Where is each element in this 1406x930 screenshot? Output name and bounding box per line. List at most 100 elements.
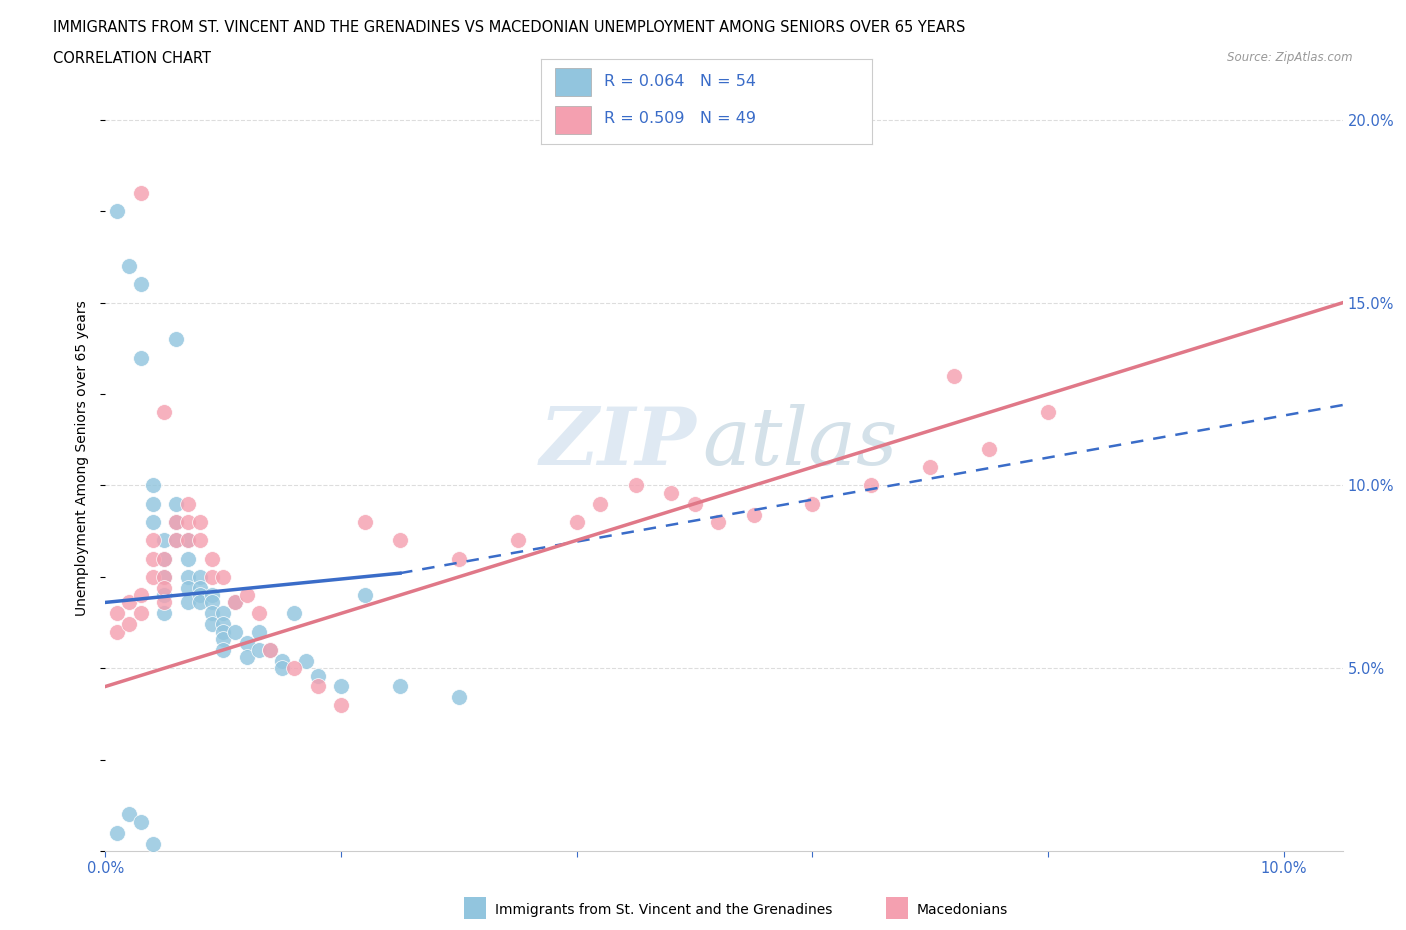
Point — [683, 497, 706, 512]
Point — [271, 660, 294, 675]
Point — [224, 595, 246, 610]
Point — [188, 514, 211, 529]
Point — [165, 533, 187, 548]
Point — [200, 606, 222, 621]
Point — [105, 624, 128, 639]
Point — [142, 514, 165, 529]
Point — [353, 588, 375, 603]
Point — [165, 497, 187, 512]
Point — [200, 617, 222, 631]
Point — [259, 643, 281, 658]
Point — [129, 186, 152, 201]
Point — [224, 595, 246, 610]
Point — [142, 569, 165, 584]
Text: Source: ZipAtlas.com: Source: ZipAtlas.com — [1227, 51, 1353, 64]
Text: R = 0.064   N = 54: R = 0.064 N = 54 — [605, 74, 756, 89]
Point — [330, 698, 353, 712]
Text: CORRELATION CHART: CORRELATION CHART — [53, 51, 211, 66]
Point — [153, 595, 176, 610]
Point — [236, 588, 259, 603]
Point — [142, 836, 165, 851]
Point — [129, 588, 152, 603]
Point — [153, 569, 176, 584]
Point — [247, 624, 270, 639]
Point — [307, 679, 329, 694]
Text: Macedonians: Macedonians — [917, 902, 1008, 917]
Point — [659, 485, 682, 500]
Point — [153, 405, 176, 419]
Point — [188, 580, 211, 595]
Point — [165, 332, 187, 347]
Point — [271, 654, 294, 669]
Point — [142, 533, 165, 548]
Point — [212, 617, 235, 631]
Point — [165, 533, 187, 548]
Point — [589, 497, 612, 512]
Point — [177, 533, 200, 548]
Point — [1036, 405, 1059, 419]
Point — [142, 478, 165, 493]
Point — [330, 679, 353, 694]
Point — [105, 825, 128, 840]
Point — [153, 551, 176, 566]
Point — [177, 551, 200, 566]
Point — [129, 606, 152, 621]
Point — [283, 606, 305, 621]
Point — [188, 588, 211, 603]
Bar — [554, 68, 591, 96]
Point — [118, 807, 141, 822]
Point — [742, 507, 765, 522]
Point — [236, 635, 259, 650]
Text: IMMIGRANTS FROM ST. VINCENT AND THE GRENADINES VS MACEDONIAN UNEMPLOYMENT AMONG : IMMIGRANTS FROM ST. VINCENT AND THE GREN… — [53, 20, 966, 35]
Point — [259, 643, 281, 658]
Point — [177, 533, 200, 548]
Point — [212, 643, 235, 658]
Point — [118, 617, 141, 631]
Point — [389, 679, 412, 694]
Point — [142, 551, 165, 566]
Text: R = 0.509   N = 49: R = 0.509 N = 49 — [605, 111, 756, 126]
Point — [153, 588, 176, 603]
Point — [707, 514, 730, 529]
Point — [177, 497, 200, 512]
Bar — [554, 106, 591, 134]
Point — [165, 514, 187, 529]
Point — [307, 668, 329, 683]
Point — [129, 350, 152, 365]
Point — [353, 514, 375, 529]
Point — [129, 815, 152, 830]
Point — [447, 551, 470, 566]
Point — [118, 595, 141, 610]
Point — [165, 514, 187, 529]
Point — [283, 660, 305, 675]
Point — [236, 650, 259, 665]
Point — [153, 569, 176, 584]
Point — [212, 624, 235, 639]
Point — [153, 606, 176, 621]
Point — [105, 204, 128, 219]
Point — [177, 595, 200, 610]
Point — [153, 533, 176, 548]
Point — [447, 690, 470, 705]
Point — [153, 551, 176, 566]
Point — [979, 442, 1001, 457]
Point — [188, 569, 211, 584]
Point — [105, 606, 128, 621]
Text: Immigrants from St. Vincent and the Grenadines: Immigrants from St. Vincent and the Gren… — [495, 902, 832, 917]
Point — [506, 533, 529, 548]
Point — [212, 631, 235, 646]
Point — [247, 643, 270, 658]
Point — [920, 459, 942, 474]
Point — [294, 654, 316, 669]
Text: ZIP: ZIP — [540, 404, 697, 481]
Point — [177, 580, 200, 595]
Point — [200, 551, 222, 566]
Y-axis label: Unemployment Among Seniors over 65 years: Unemployment Among Seniors over 65 years — [76, 300, 90, 616]
Point — [200, 569, 222, 584]
Point — [142, 497, 165, 512]
Point — [247, 606, 270, 621]
Point — [129, 277, 152, 292]
Point — [942, 368, 965, 383]
Point — [565, 514, 588, 529]
Point — [188, 533, 211, 548]
